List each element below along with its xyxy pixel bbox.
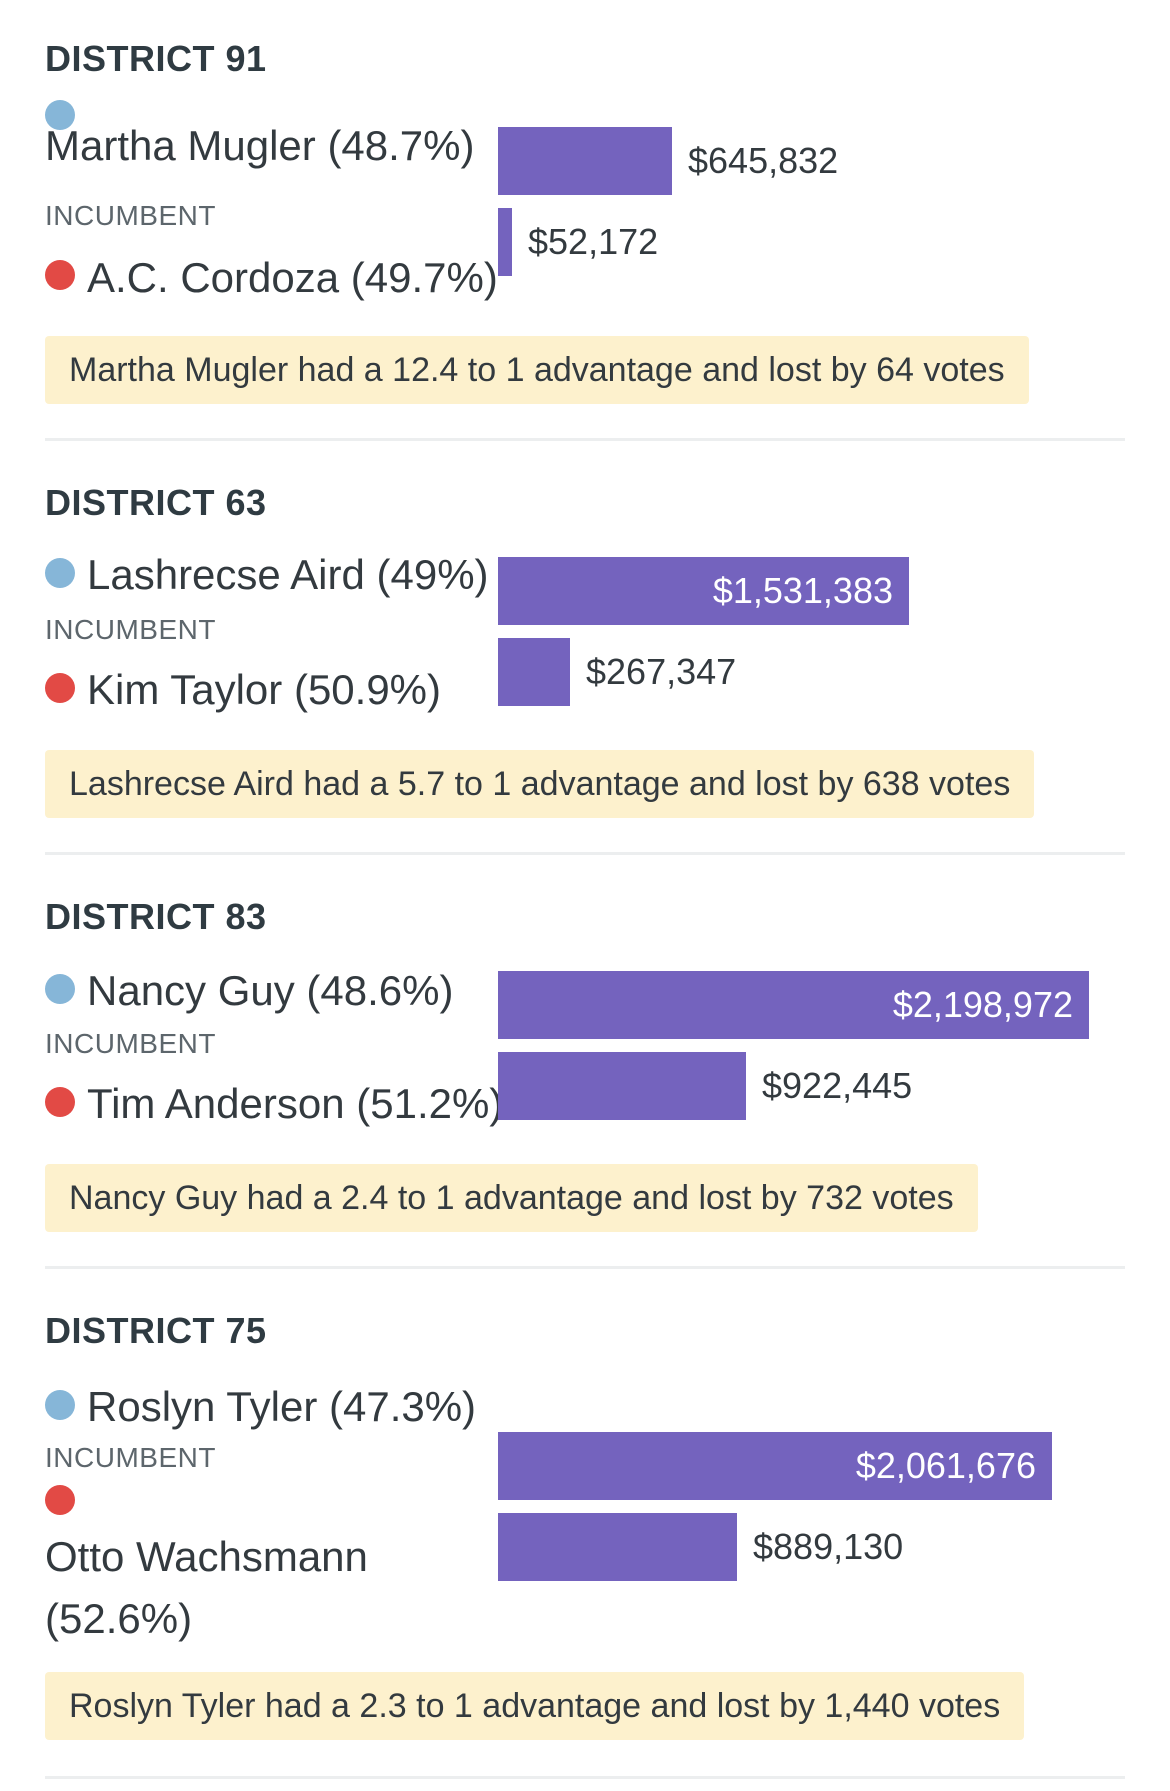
incumbent-funding-label: $2,198,972 [892,984,1073,1025]
challenger-dot-icon [45,1485,75,1515]
incumbent-label: INCUMBENT [45,1028,216,1059]
incumbent-dot-icon [45,558,75,588]
district-title: DISTRICT 63 [45,482,267,523]
advantage-note: Roslyn Tyler had a 2.3 to 1 advantage an… [45,1672,1025,1740]
divider [45,438,1125,441]
incumbent-funding-bar [498,127,672,195]
divider [45,852,1125,855]
challenger-name: Kim Taylor (50.9%) [87,666,442,713]
challenger-funding-bar [498,638,570,706]
incumbent-funding-bar [498,971,1089,1039]
incumbent-funding-label: $1,531,383 [712,570,893,611]
funding-bars: $2,198,972 $922,445 [498,896,1118,1196]
incumbent-funding-label: $2,061,676 [855,1445,1036,1486]
advantage-note: Lashrecse Aird had a 5.7 to 1 advantage … [45,750,1035,818]
challenger-funding-label: $267,347 [586,651,737,692]
district-title: DISTRICT 75 [45,1310,267,1351]
challenger-funding-label: $889,130 [753,1526,904,1567]
challenger-funding-bar [498,1513,737,1581]
challenger-name: A.C. Cordoza (49.7%) [87,254,498,301]
incumbent-label: INCUMBENT [45,1442,216,1473]
funding-bars: $645,832 $52,172 [498,38,1118,338]
challenger-name: Tim Anderson (51.2%) [87,1080,504,1127]
incumbent-funding-label: $645,832 [688,140,839,181]
challenger-funding-label: $52,172 [528,221,659,262]
challenger-name: Otto Wachsmann (52.6%) [45,1533,368,1642]
district-title: DISTRICT 91 [45,38,267,79]
incumbent-label: INCUMBENT [45,200,216,231]
incumbent-name: Roslyn Tyler (47.3%) [87,1383,477,1430]
incumbent-label: INCUMBENT [45,614,216,645]
advantage-note: Martha Mugler had a 12.4 to 1 advantage … [45,336,1029,404]
incumbent-name: Nancy Guy (48.6%) [87,967,454,1014]
challenger-dot-icon [45,260,75,290]
challenger-funding-label: $922,445 [762,1065,913,1106]
advantage-note: Nancy Guy had a 2.4 to 1 advantage and l… [45,1164,978,1232]
district-title: DISTRICT 83 [45,896,267,937]
incumbent-dot-icon [45,1390,75,1420]
challenger-dot-icon [45,1087,75,1117]
incumbent-funding-bar [498,557,909,625]
divider [45,1776,1125,1779]
incumbent-name: Martha Mugler (48.7%) [45,122,475,169]
incumbent-name: Lashrecse Aird (49%) [87,551,489,598]
incumbent-dot-icon [45,974,75,1004]
incumbent-funding-bar [498,1432,1052,1500]
funding-bars: $2,061,676 $889,130 [498,1310,1118,1610]
funding-bars: $1,531,383 $267,347 [498,482,1118,782]
challenger-funding-bar [498,1052,746,1120]
challenger-funding-bar [498,208,512,276]
incumbent-dot-icon [45,100,75,130]
divider [45,1266,1125,1269]
challenger-dot-icon [45,673,75,703]
